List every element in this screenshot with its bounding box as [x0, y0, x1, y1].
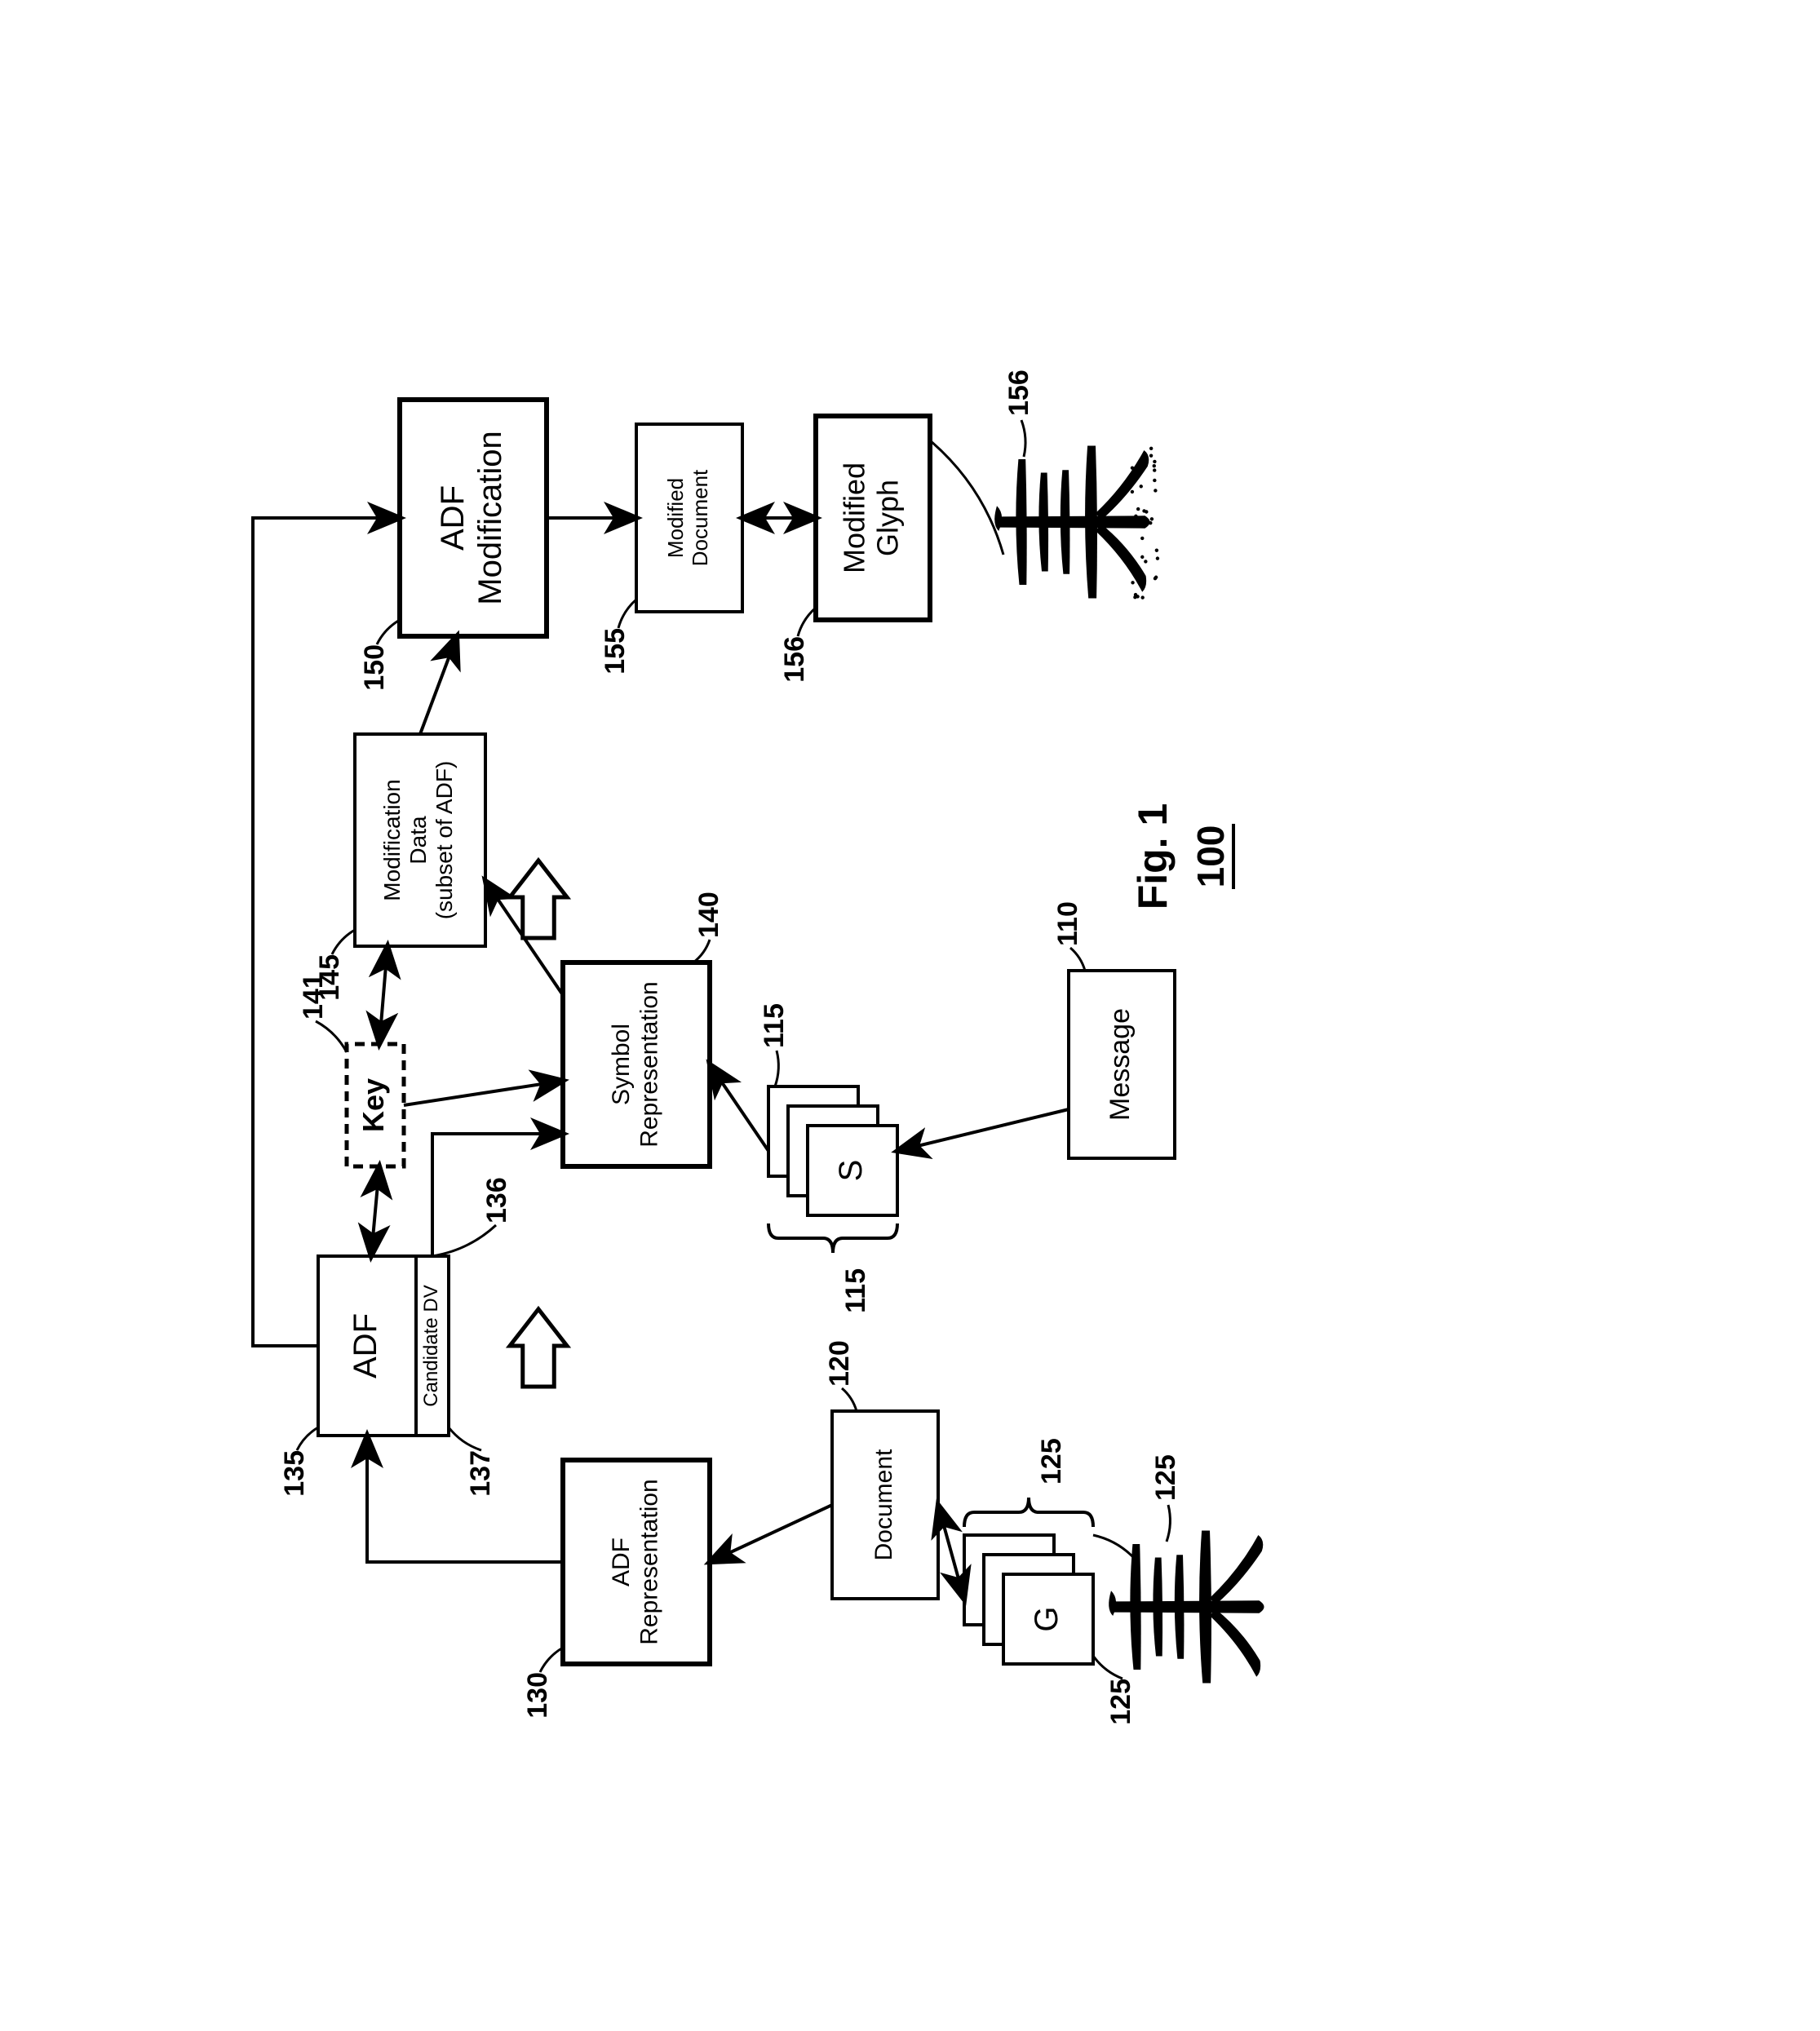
ref-115: 115 — [840, 1268, 871, 1313]
ref-120: 120 — [824, 1340, 855, 1387]
svg-text:S: S — [833, 1160, 869, 1182]
adf-label: ADF — [348, 1313, 383, 1378]
ref-110: 110 — [1052, 901, 1083, 946]
document-label: Document — [870, 1449, 897, 1560]
modified-document-label: ModifiedDocument — [663, 469, 712, 566]
figure-caption: Fig. 1 — [1130, 803, 1176, 910]
glyph-icon — [1109, 1531, 1264, 1684]
ref-125: 125 — [1150, 1454, 1181, 1501]
ref-125: 125 — [1105, 1679, 1136, 1725]
ref-156: 156 — [779, 636, 810, 683]
block-arrow — [510, 861, 567, 938]
ref-115: 115 — [759, 1003, 790, 1048]
ref-137: 137 — [465, 1450, 496, 1497]
ref-135: 135 — [279, 1450, 310, 1497]
ref-140: 140 — [693, 892, 724, 938]
ref-125: 125 — [1036, 1438, 1067, 1485]
key-label: Key — [356, 1078, 390, 1132]
ref-155: 155 — [600, 628, 631, 675]
ref-130: 130 — [522, 1672, 553, 1719]
ref-150: 150 — [359, 644, 390, 691]
ref-136: 136 — [481, 1177, 512, 1223]
modified-glyph-icon — [994, 446, 1159, 600]
svg-text:G: G — [1029, 1606, 1065, 1631]
figure-system-ref: 100 — [1189, 825, 1232, 888]
message-label: Message — [1105, 1008, 1136, 1121]
ref-156: 156 — [1003, 369, 1034, 416]
block-arrow — [510, 1309, 567, 1387]
diagram-canvas: ADFRepresentationADFCandidate DVKeySymbo… — [0, 0, 1820, 2031]
ref-145: 145 — [314, 954, 345, 1001]
candidate-dv-label: Candidate DV — [420, 1285, 442, 1406]
